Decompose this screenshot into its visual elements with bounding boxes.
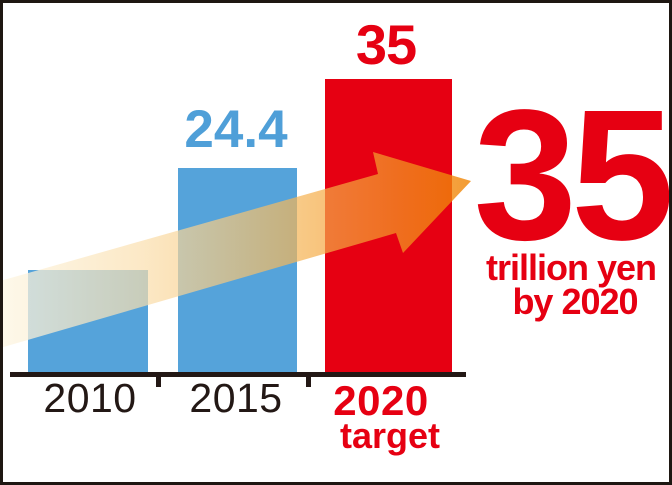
axis-label-2015: 2015 [189,375,283,421]
bar-2015 [178,168,297,372]
annotation-big-value: 35 [473,72,672,279]
annotation-unit-text: trillion yen [485,247,657,288]
axis-label-2020-target: target [339,415,441,456]
bar-2020-target [325,79,452,372]
axis-label-2020: 2020 [333,377,429,424]
axis-label-2010: 2010 [43,375,137,421]
x-axis-line [10,372,466,377]
axis-tick-left [156,372,161,387]
annotation-deadline-text: by 2020 [512,281,638,322]
axis-tick-right [306,372,311,387]
value-label-2020: 35 [355,13,417,76]
bar-2010 [28,270,148,372]
value-label-2015: 24.4 [184,100,288,159]
